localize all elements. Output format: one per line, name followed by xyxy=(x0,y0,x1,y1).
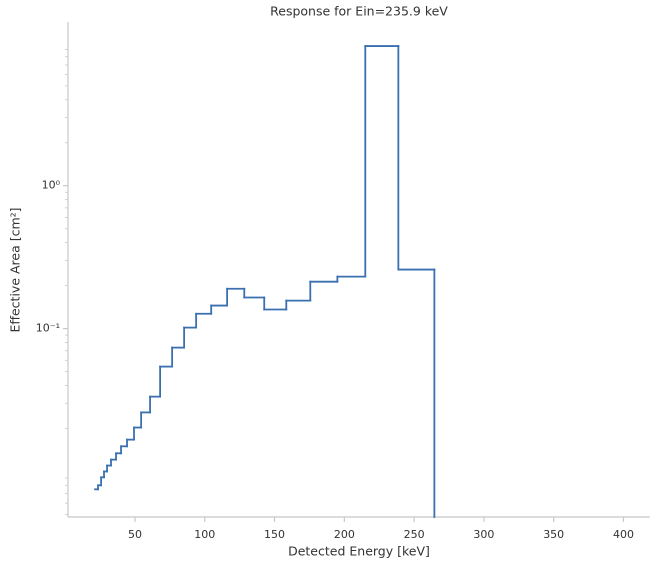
chart-title: Response for Ein=235.9 keV xyxy=(270,4,448,19)
x-tick-label: 250 xyxy=(404,528,425,541)
y-axis-label: Effective Area [cm²] xyxy=(8,207,23,332)
x-tick-label: 100 xyxy=(194,528,215,541)
x-tick-label: 400 xyxy=(613,528,634,541)
x-axis-label: Detected Energy [keV] xyxy=(288,544,430,559)
x-tick-label: 150 xyxy=(264,528,285,541)
x-tick-label: 200 xyxy=(334,528,355,541)
y-tick-label: 10⁻¹ xyxy=(36,322,60,335)
y-tick-label: 10⁰ xyxy=(42,179,61,192)
x-tick-label: 50 xyxy=(128,528,142,541)
x-tick-label: 300 xyxy=(473,528,494,541)
x-tick-label: 350 xyxy=(543,528,564,541)
